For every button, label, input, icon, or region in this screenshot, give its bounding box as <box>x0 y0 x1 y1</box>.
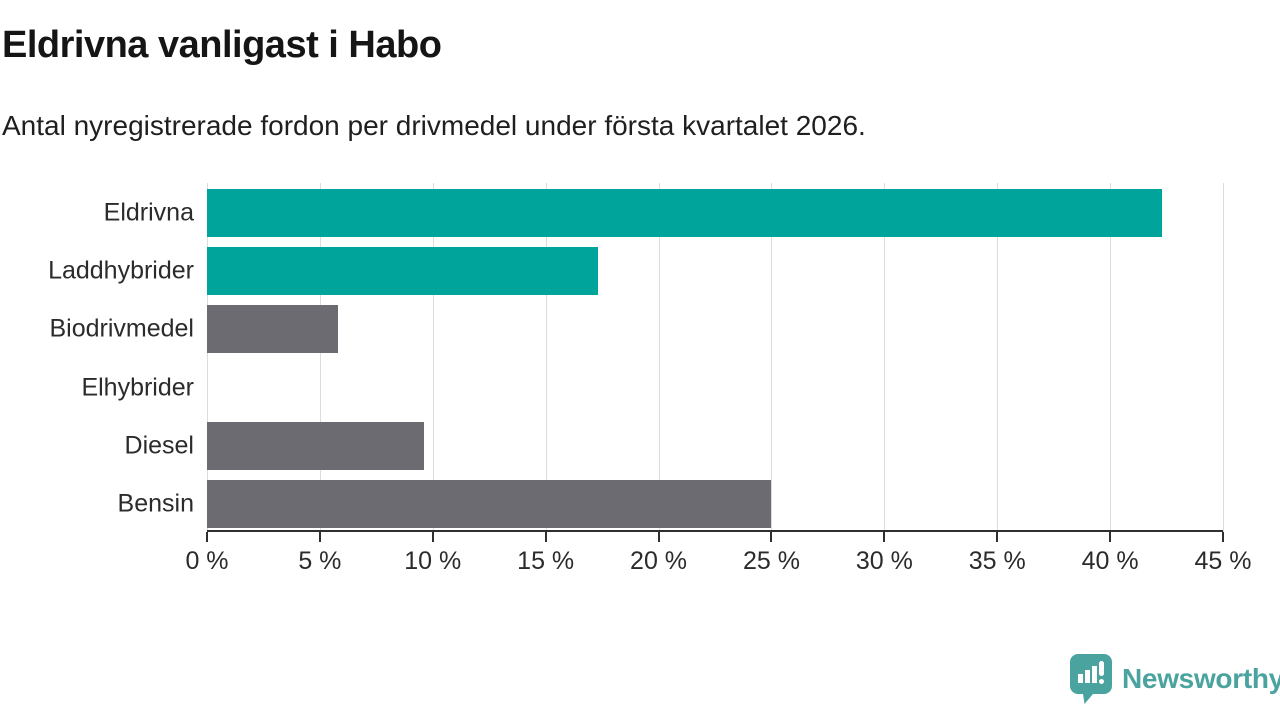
axis-tick-0 <box>206 532 208 542</box>
bar-bensin <box>207 480 772 528</box>
bar-row-eldrivna: Eldrivna <box>104 189 1223 237</box>
bar-row-biodrivmedel: Biodrivmedel <box>49 305 1223 354</box>
x-axis-line <box>207 530 1223 532</box>
bar-row-laddhybrider: Laddhybrider <box>48 247 1223 296</box>
axis-tick-20 <box>657 532 660 542</box>
category-label-elhybrider: Elhybrider <box>81 373 194 402</box>
gridline-20 <box>658 183 660 532</box>
axis-tick-label-15: 15 % <box>517 547 575 575</box>
bar-diesel <box>207 421 424 470</box>
category-label-bensin: Bensin <box>117 489 194 518</box>
bar-row-elhybrider: Elhybrider <box>81 364 1223 412</box>
axis-tick-10 <box>431 532 434 542</box>
gridline-5 <box>319 183 321 532</box>
axis-tick-30 <box>883 532 886 542</box>
axis-tick-35 <box>996 532 999 542</box>
axis-tick-15 <box>544 532 547 542</box>
axis-tick-label-35: 35 % <box>968 547 1026 575</box>
bar-eldrivna <box>207 189 1163 237</box>
gridline-45 <box>1223 183 1224 532</box>
axis-tick-40 <box>1109 532 1112 542</box>
category-label-biodrivmedel: Biodrivmedel <box>49 314 194 343</box>
bar-biodrivmedel <box>207 305 338 354</box>
axis-tick-label-40: 40 % <box>1081 547 1139 575</box>
category-label-eldrivna: Eldrivna <box>103 198 194 227</box>
newsworthy-logo-icon <box>1070 654 1112 704</box>
bar-chart-plot-area: Eldrivna Laddhybrider Biodrivmedel Elhybrid… <box>48 183 1251 575</box>
axis-tick-45 <box>1222 532 1224 542</box>
axis-tick-label-30: 30 % <box>855 547 913 575</box>
axis-tick-label-10: 10 % <box>404 547 462 575</box>
axis-tick-label-20: 20 % <box>630 547 688 575</box>
category-label-diesel: Diesel <box>124 431 194 460</box>
axis-tick-label-0: 0 % <box>185 547 229 575</box>
axis-tick-label-45: 45 % <box>1194 547 1252 575</box>
axis-tick-label-5: 5 % <box>298 547 342 575</box>
axis-tick-label-25: 25 % <box>742 547 800 575</box>
gridline-10 <box>432 183 434 532</box>
gridline-25 <box>771 183 773 532</box>
axis-tick-5 <box>318 532 321 542</box>
bar-row-bensin: Bensin <box>118 480 1223 528</box>
axis-tick-25 <box>770 532 773 542</box>
gridline-40 <box>1110 183 1112 532</box>
bar-laddhybrider <box>207 247 598 296</box>
newsworthy-brand: Newsworthy <box>1070 654 1280 704</box>
gridline-30 <box>884 183 886 532</box>
chart-subtitle: Antal nyregistrerade fordon per drivmede… <box>2 110 866 141</box>
bar-row-diesel: Diesel <box>125 421 1223 470</box>
gridline-0 <box>207 183 208 532</box>
gridline-15 <box>545 183 547 532</box>
category-label-laddhybrider: Laddhybrider <box>48 256 194 285</box>
chart-title: Eldrivna vanligast i Habo <box>2 24 442 66</box>
gridline-35 <box>997 183 999 532</box>
brand-name: Newsworthy <box>1122 663 1280 694</box>
